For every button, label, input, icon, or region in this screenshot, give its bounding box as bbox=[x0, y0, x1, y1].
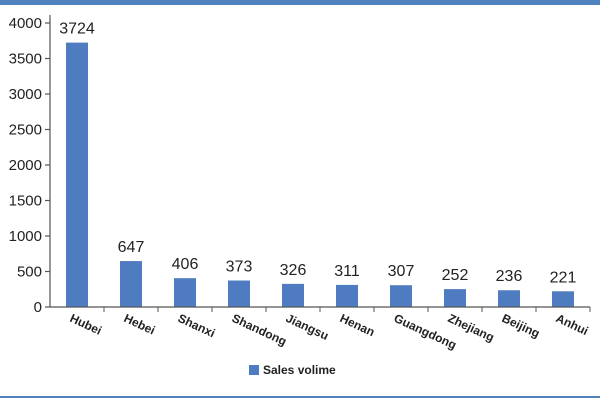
x-tick-label: Jiangsu bbox=[284, 311, 331, 343]
data-label: 311 bbox=[334, 263, 360, 280]
y-tick-label: 1500 bbox=[9, 193, 42, 210]
legend: Sales volime bbox=[249, 362, 336, 378]
bar-zhejiang bbox=[444, 289, 466, 307]
x-tick-label: Beijing bbox=[500, 311, 542, 341]
y-tick-label: 3500 bbox=[9, 51, 42, 68]
y-tick-label: 2000 bbox=[9, 157, 42, 174]
bars bbox=[66, 42, 574, 307]
y-tick-label: 0 bbox=[34, 299, 42, 316]
bar-guangdong bbox=[390, 285, 412, 307]
y-tick-label: 2500 bbox=[9, 122, 42, 139]
data-label: 236 bbox=[496, 268, 523, 285]
x-tick-label: Henan bbox=[338, 311, 377, 339]
data-label: 252 bbox=[442, 267, 469, 284]
data-label: 3724 bbox=[59, 21, 95, 38]
bar-shanxi bbox=[174, 278, 196, 307]
x-tick-label: Hubei bbox=[68, 311, 104, 338]
data-label: 406 bbox=[172, 256, 199, 273]
bar-jiangsu bbox=[282, 283, 304, 307]
data-label: 373 bbox=[226, 259, 253, 276]
x-tick-label: Shandong bbox=[230, 311, 289, 348]
y-tick-label: 500 bbox=[17, 264, 42, 281]
y-tick-label: 3000 bbox=[9, 86, 42, 103]
data-labels: 3724 647 406 373 326 311 307 252 236 221 bbox=[59, 21, 576, 287]
bottom-border bbox=[0, 396, 600, 398]
x-tick-label: Hebei bbox=[122, 311, 158, 338]
top-border bbox=[0, 0, 600, 5]
y-tick-label: 1000 bbox=[9, 228, 42, 245]
data-label: 221 bbox=[550, 269, 577, 286]
x-tick-label: Anhui bbox=[554, 311, 591, 338]
data-label: 647 bbox=[118, 239, 145, 256]
data-label: 307 bbox=[388, 263, 415, 280]
bar-anhui bbox=[552, 291, 574, 307]
data-label: 326 bbox=[280, 262, 307, 279]
bar-henan bbox=[336, 284, 358, 307]
x-tick-label: Shanxi bbox=[176, 311, 218, 340]
legend-label: Sales volime bbox=[263, 363, 336, 377]
y-axis: 0 500 1000 1500 2000 2500 3000 3500 4000 bbox=[9, 15, 51, 316]
bar-shandong bbox=[228, 280, 250, 307]
bar-hebei bbox=[120, 261, 142, 307]
legend-swatch bbox=[249, 365, 259, 375]
bar-hubei bbox=[66, 42, 88, 307]
bar-beijing bbox=[498, 290, 520, 307]
y-tick-label: 4000 bbox=[9, 15, 42, 32]
